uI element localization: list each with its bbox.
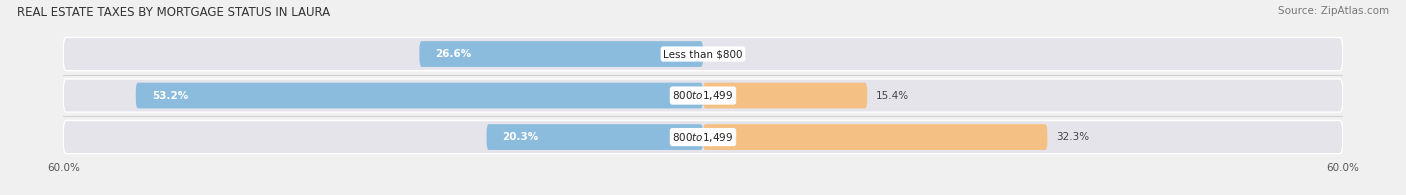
Text: 32.3%: 32.3% xyxy=(1056,132,1090,142)
Text: Source: ZipAtlas.com: Source: ZipAtlas.com xyxy=(1278,6,1389,16)
Text: 26.6%: 26.6% xyxy=(436,49,471,59)
Text: REAL ESTATE TAXES BY MORTGAGE STATUS IN LAURA: REAL ESTATE TAXES BY MORTGAGE STATUS IN … xyxy=(17,6,330,19)
Text: 53.2%: 53.2% xyxy=(152,90,188,101)
Text: 0.0%: 0.0% xyxy=(711,49,738,59)
Text: 20.3%: 20.3% xyxy=(502,132,538,142)
FancyBboxPatch shape xyxy=(703,124,1047,150)
Text: 15.4%: 15.4% xyxy=(876,90,908,101)
FancyBboxPatch shape xyxy=(703,83,868,108)
FancyBboxPatch shape xyxy=(63,121,1343,154)
FancyBboxPatch shape xyxy=(419,41,703,67)
Text: Less than $800: Less than $800 xyxy=(664,49,742,59)
FancyBboxPatch shape xyxy=(136,83,703,108)
FancyBboxPatch shape xyxy=(63,79,1343,112)
Text: $800 to $1,499: $800 to $1,499 xyxy=(672,131,734,144)
FancyBboxPatch shape xyxy=(63,37,1343,71)
Text: $800 to $1,499: $800 to $1,499 xyxy=(672,89,734,102)
FancyBboxPatch shape xyxy=(486,124,703,150)
